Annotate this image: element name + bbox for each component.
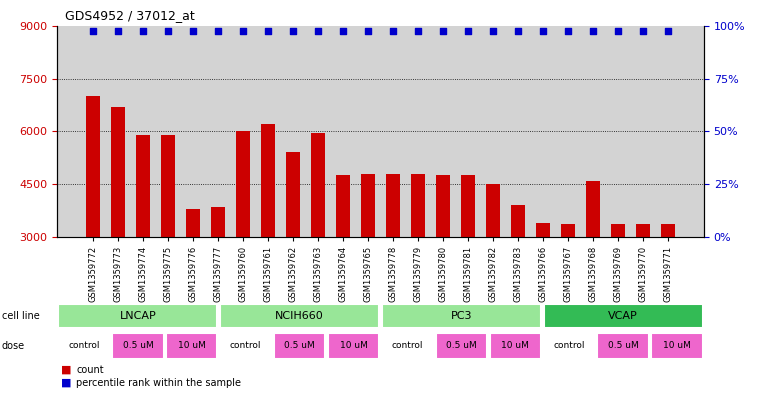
Bar xyxy=(237,131,250,237)
Point xyxy=(187,28,199,34)
Bar xyxy=(586,180,600,237)
Bar xyxy=(636,224,650,237)
Point xyxy=(487,28,499,34)
Text: LNCAP: LNCAP xyxy=(119,311,156,321)
Point xyxy=(137,28,149,34)
Bar xyxy=(489,332,541,359)
Bar xyxy=(59,332,110,359)
Bar xyxy=(361,173,375,237)
Bar xyxy=(543,332,595,359)
Point xyxy=(112,28,124,34)
Text: ■: ■ xyxy=(61,378,72,388)
Text: 10 uM: 10 uM xyxy=(663,342,691,350)
Bar xyxy=(536,222,549,237)
Point xyxy=(262,28,274,34)
Point xyxy=(612,28,624,34)
Text: 0.5 uM: 0.5 uM xyxy=(123,342,153,350)
Text: percentile rank within the sample: percentile rank within the sample xyxy=(76,378,241,388)
Point xyxy=(637,28,649,34)
Bar xyxy=(461,175,475,237)
Text: 10 uM: 10 uM xyxy=(501,342,529,350)
Bar xyxy=(561,224,575,237)
Bar xyxy=(212,207,225,237)
Point xyxy=(412,28,424,34)
Bar xyxy=(436,332,487,359)
Bar xyxy=(286,152,300,237)
Text: dose: dose xyxy=(2,341,24,351)
Point xyxy=(537,28,549,34)
Bar xyxy=(611,224,625,237)
Bar xyxy=(486,184,500,237)
Bar xyxy=(651,332,702,359)
Point xyxy=(562,28,574,34)
Point xyxy=(312,28,324,34)
Bar xyxy=(220,304,379,328)
Point xyxy=(162,28,174,34)
Bar xyxy=(411,173,425,237)
Text: control: control xyxy=(230,342,262,350)
Point xyxy=(462,28,474,34)
Bar xyxy=(511,205,524,237)
Bar xyxy=(87,96,100,237)
Bar xyxy=(336,175,350,237)
Bar xyxy=(597,332,648,359)
Bar xyxy=(161,135,175,237)
Bar xyxy=(59,304,218,328)
Bar xyxy=(382,304,541,328)
Point xyxy=(88,28,100,34)
Text: ■: ■ xyxy=(61,365,72,375)
Bar xyxy=(136,135,150,237)
Text: 0.5 uM: 0.5 uM xyxy=(285,342,315,350)
Point xyxy=(237,28,250,34)
Bar xyxy=(113,332,164,359)
Text: control: control xyxy=(553,342,585,350)
Point xyxy=(387,28,399,34)
Point xyxy=(362,28,374,34)
Text: 10 uM: 10 uM xyxy=(178,342,205,350)
Text: GDS4952 / 37012_at: GDS4952 / 37012_at xyxy=(65,9,194,22)
Text: control: control xyxy=(68,342,100,350)
Bar xyxy=(328,332,379,359)
Text: 0.5 uM: 0.5 uM xyxy=(446,342,476,350)
Point xyxy=(287,28,299,34)
Bar xyxy=(220,332,272,359)
Text: count: count xyxy=(76,365,103,375)
Point xyxy=(511,28,524,34)
Bar xyxy=(382,332,433,359)
Bar xyxy=(543,304,702,328)
Bar xyxy=(111,107,125,237)
Bar xyxy=(274,332,325,359)
Text: 0.5 uM: 0.5 uM xyxy=(608,342,638,350)
Bar xyxy=(436,175,450,237)
Bar xyxy=(661,224,674,237)
Point xyxy=(661,28,673,34)
Bar xyxy=(261,125,275,237)
Bar xyxy=(186,209,200,237)
Bar xyxy=(311,133,325,237)
Bar xyxy=(386,173,400,237)
Text: control: control xyxy=(392,342,423,350)
Point xyxy=(437,28,449,34)
Text: cell line: cell line xyxy=(2,311,40,321)
Text: PC3: PC3 xyxy=(451,311,472,321)
Point xyxy=(212,28,224,34)
Point xyxy=(337,28,349,34)
Point xyxy=(587,28,599,34)
Bar xyxy=(166,332,218,359)
Text: NCIH660: NCIH660 xyxy=(275,311,324,321)
Text: 10 uM: 10 uM xyxy=(339,342,368,350)
Text: VCAP: VCAP xyxy=(608,311,638,321)
